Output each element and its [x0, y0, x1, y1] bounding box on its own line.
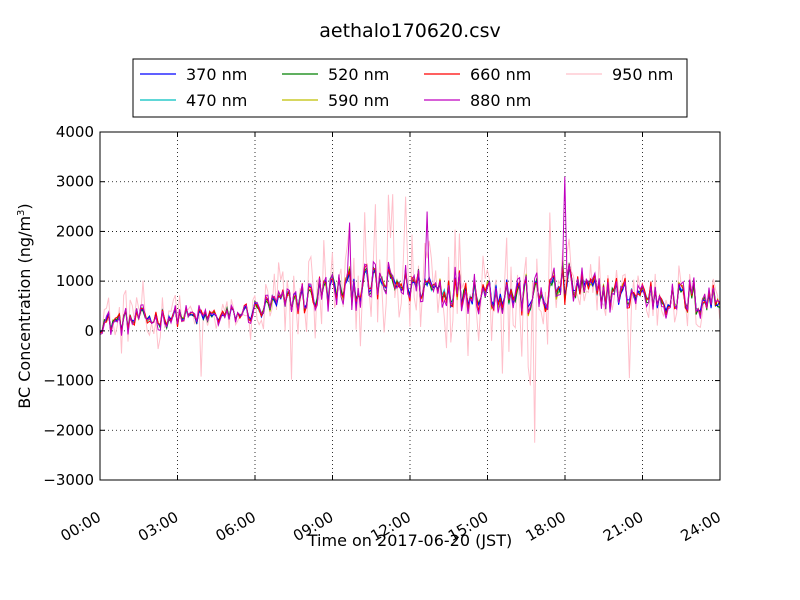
y-tick-label: −2000 [43, 421, 94, 439]
legend-label: 520 nm [328, 65, 389, 84]
legend-label: 660 nm [470, 65, 531, 84]
series-line-950-nm [100, 194, 720, 443]
chart-title: aethalo170620.csv [319, 20, 501, 42]
y-tick-label: −3000 [43, 471, 94, 489]
legend-label: 470 nm [186, 91, 247, 110]
y-tick-label: 1000 [56, 272, 94, 290]
x-axis-label: Time on 2017-06-20 (JST) [307, 531, 512, 550]
legend-label: 950 nm [612, 65, 673, 84]
y-tick-label: 2000 [56, 222, 94, 240]
y-axis-label: BC Concentration (ng/m3) [15, 203, 34, 408]
series-lines [100, 176, 720, 443]
legend-label: 370 nm [186, 65, 247, 84]
legend: 370 nm 470 nm 520 nm 590 nm 660 nm 880 nm 950 … [132, 58, 688, 118]
y-axis-label-tail: ) [15, 203, 34, 209]
series-line-880-nm [100, 176, 720, 336]
y-tick-label: 3000 [56, 173, 94, 191]
legend-label: 590 nm [328, 91, 389, 110]
y-tick-label: −1000 [43, 372, 94, 390]
y-tick-label: 0 [84, 322, 94, 340]
y-axis-label-superscript: 3 [16, 210, 27, 216]
legend-label: 880 nm [470, 91, 531, 110]
y-axis-label-main: BC Concentration (ng/m [15, 216, 34, 409]
y-tick-label: 4000 [56, 123, 94, 141]
legend-frame [132, 58, 688, 118]
